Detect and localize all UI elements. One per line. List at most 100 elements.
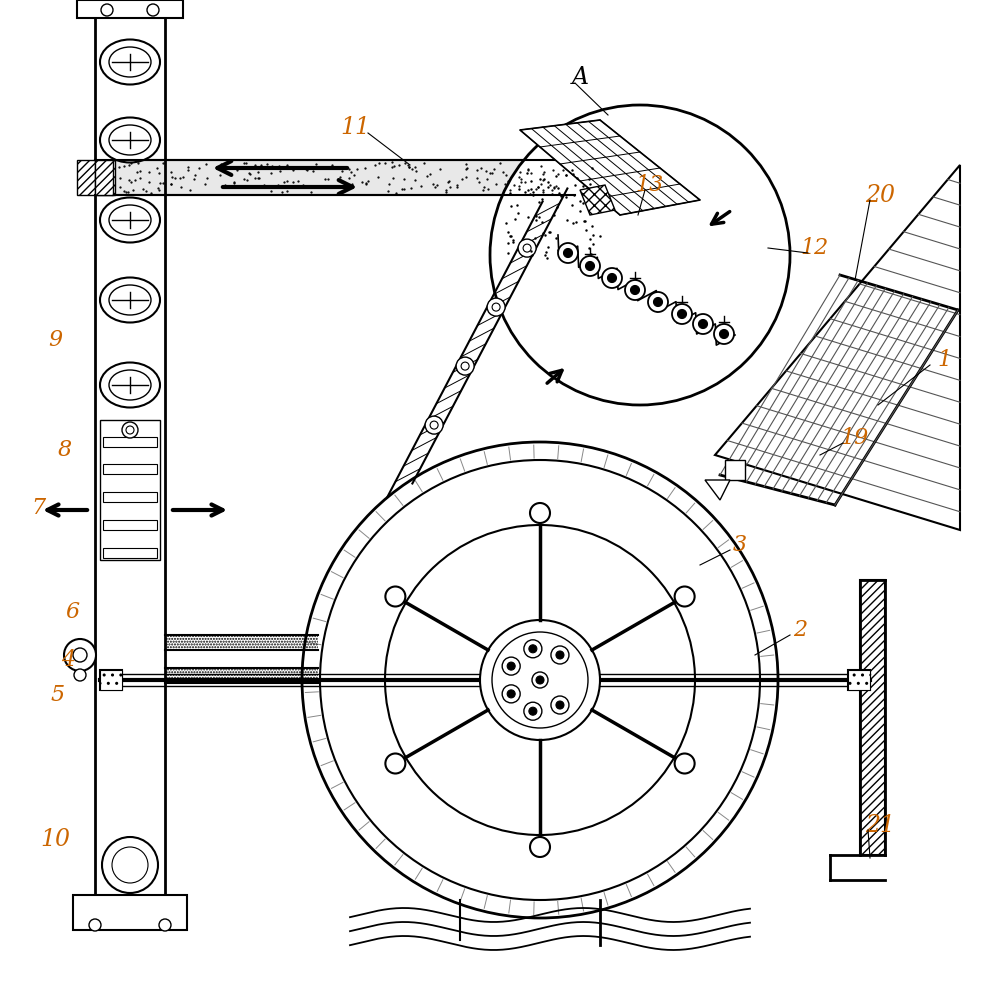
Circle shape bbox=[698, 319, 708, 328]
Circle shape bbox=[73, 648, 87, 662]
Circle shape bbox=[112, 847, 148, 883]
Ellipse shape bbox=[100, 197, 160, 242]
Circle shape bbox=[492, 632, 588, 728]
Circle shape bbox=[678, 310, 686, 318]
Circle shape bbox=[529, 707, 537, 715]
Circle shape bbox=[524, 640, 542, 658]
Circle shape bbox=[654, 298, 662, 307]
Circle shape bbox=[631, 286, 640, 295]
Circle shape bbox=[64, 639, 96, 671]
Bar bbox=[103, 492, 157, 502]
Circle shape bbox=[556, 701, 564, 709]
Bar bbox=[103, 520, 157, 530]
Text: 6: 6 bbox=[65, 601, 79, 623]
Circle shape bbox=[425, 416, 443, 434]
Bar bbox=[103, 437, 157, 447]
Circle shape bbox=[648, 292, 668, 312]
Circle shape bbox=[159, 919, 171, 931]
Bar bbox=[165, 668, 318, 683]
Ellipse shape bbox=[109, 47, 151, 77]
Ellipse shape bbox=[109, 285, 151, 315]
Bar bbox=[165, 635, 318, 650]
Bar bbox=[848, 670, 870, 690]
Text: 5: 5 bbox=[51, 684, 65, 706]
Bar bbox=[97, 160, 115, 195]
Bar bbox=[73, 895, 187, 930]
Circle shape bbox=[122, 422, 138, 438]
Bar bbox=[77, 0, 183, 18]
Bar bbox=[113, 160, 575, 195]
Ellipse shape bbox=[100, 362, 160, 408]
Text: 13: 13 bbox=[636, 174, 664, 196]
Text: 8: 8 bbox=[58, 439, 72, 461]
Circle shape bbox=[320, 460, 760, 900]
Ellipse shape bbox=[109, 205, 151, 235]
Circle shape bbox=[89, 919, 101, 931]
Ellipse shape bbox=[109, 370, 151, 400]
Bar bbox=[95, 160, 113, 195]
Circle shape bbox=[675, 586, 695, 606]
Text: 10: 10 bbox=[40, 828, 70, 851]
Circle shape bbox=[502, 684, 520, 703]
Circle shape bbox=[586, 262, 594, 271]
Text: 11: 11 bbox=[340, 116, 370, 140]
Text: 4: 4 bbox=[61, 649, 75, 671]
Circle shape bbox=[608, 274, 616, 283]
Bar bbox=[860, 580, 885, 855]
Circle shape bbox=[672, 304, 692, 324]
Text: 20: 20 bbox=[865, 184, 895, 206]
Polygon shape bbox=[715, 165, 960, 530]
Circle shape bbox=[492, 304, 500, 311]
Text: 7: 7 bbox=[31, 497, 45, 519]
Circle shape bbox=[507, 689, 515, 698]
Circle shape bbox=[385, 525, 695, 835]
Circle shape bbox=[551, 646, 569, 664]
Bar bbox=[103, 464, 157, 474]
Bar bbox=[103, 548, 157, 558]
Circle shape bbox=[536, 676, 544, 684]
Circle shape bbox=[675, 754, 695, 774]
Circle shape bbox=[74, 669, 86, 681]
Polygon shape bbox=[580, 185, 615, 215]
Circle shape bbox=[523, 244, 531, 252]
Circle shape bbox=[502, 657, 520, 676]
Circle shape bbox=[507, 662, 515, 671]
Circle shape bbox=[602, 268, 622, 288]
Text: 2: 2 bbox=[793, 619, 807, 641]
Circle shape bbox=[126, 426, 134, 434]
Circle shape bbox=[551, 696, 569, 714]
Circle shape bbox=[385, 754, 405, 774]
Ellipse shape bbox=[100, 278, 160, 322]
Circle shape bbox=[720, 329, 728, 338]
Circle shape bbox=[530, 503, 550, 523]
Circle shape bbox=[385, 586, 405, 606]
Circle shape bbox=[487, 299, 505, 316]
Ellipse shape bbox=[100, 117, 160, 163]
Text: 19: 19 bbox=[841, 427, 869, 449]
Bar bbox=[100, 670, 122, 690]
Bar bbox=[77, 160, 95, 195]
Text: 12: 12 bbox=[801, 237, 829, 259]
Circle shape bbox=[580, 256, 600, 276]
Circle shape bbox=[102, 837, 158, 893]
Circle shape bbox=[530, 837, 550, 857]
Ellipse shape bbox=[109, 125, 151, 155]
Bar bbox=[725, 460, 745, 480]
Circle shape bbox=[556, 651, 564, 659]
Ellipse shape bbox=[100, 40, 160, 84]
Text: 1: 1 bbox=[938, 349, 952, 371]
Polygon shape bbox=[520, 120, 700, 215]
Text: A: A bbox=[572, 66, 588, 89]
Text: 21: 21 bbox=[865, 813, 895, 836]
Circle shape bbox=[456, 357, 474, 375]
Circle shape bbox=[714, 324, 734, 344]
Text: 9: 9 bbox=[48, 329, 62, 351]
Circle shape bbox=[461, 362, 469, 370]
Circle shape bbox=[302, 442, 778, 918]
Circle shape bbox=[430, 421, 438, 430]
Circle shape bbox=[524, 702, 542, 720]
Text: 3: 3 bbox=[733, 534, 747, 556]
Circle shape bbox=[480, 620, 600, 740]
Bar bbox=[848, 670, 870, 690]
Circle shape bbox=[490, 105, 790, 405]
